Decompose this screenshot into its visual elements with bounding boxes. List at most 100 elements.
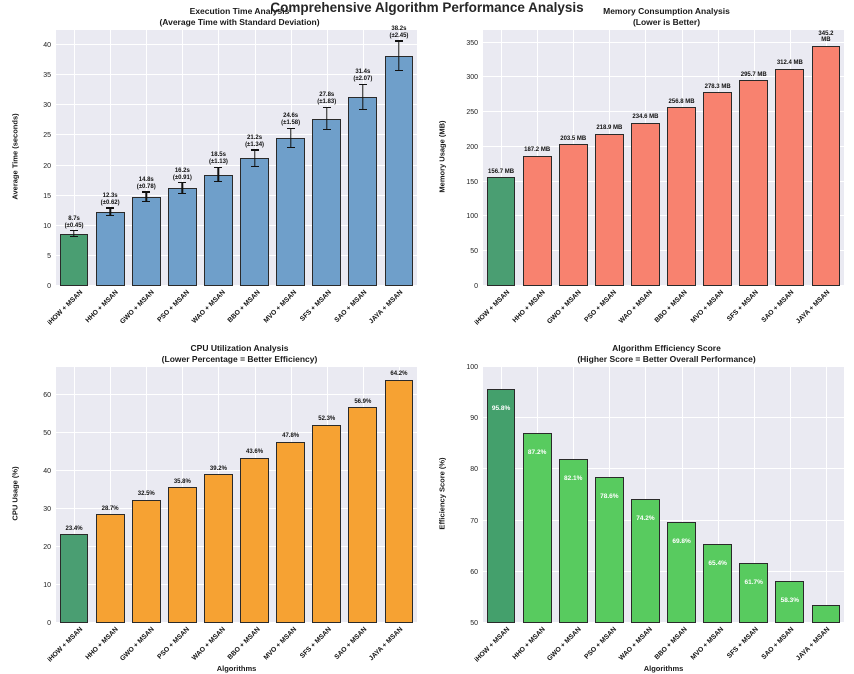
- x-axis-labels: iHOW + MSAN HHO + MSAN GWO + MSAN PSO + MSA…: [47, 623, 417, 667]
- y-tick-label: 50: [470, 620, 478, 627]
- x-tick-label: HHO + MSAN: [84, 626, 121, 662]
- x-tick-label: JAYA + MSAN: [794, 626, 832, 663]
- gridline-horizontal: [483, 180, 844, 182]
- x-tick-label: JAYA + MSAN: [367, 289, 405, 326]
- gridline-horizontal: [56, 164, 417, 166]
- bar: [522, 155, 552, 286]
- bar: 95.8%: [486, 388, 516, 623]
- y-tick-label: 40: [43, 468, 51, 476]
- plot-area: 23.4% 28.7% 32.5% 35.8% 39.2% 43.6% 47.8% 52.3%…: [56, 367, 417, 623]
- x-tick-label: MVO + MSAN: [689, 626, 725, 662]
- y-tick-label: 0: [47, 620, 51, 627]
- gridline-vertical: [182, 30, 184, 286]
- bar: [167, 188, 197, 286]
- y-tick-label: 20: [43, 162, 51, 170]
- chart-body: Memory Usage (MB) 0 50 100 150 200 250 300 350 …: [433, 30, 854, 290]
- x-tick-label: iHOW + MSAN: [47, 626, 85, 664]
- bar: [558, 144, 588, 286]
- cpu-utilization-chart: CPU Utilization Analysis (Lower Percenta…: [0, 337, 427, 674]
- bar: [631, 122, 660, 286]
- bar: [348, 407, 378, 623]
- bar: 78.6%: [594, 476, 624, 623]
- y-tick-label: 10: [43, 582, 51, 590]
- bar: [240, 457, 269, 623]
- gridline-vertical: [110, 367, 112, 623]
- x-tick-label: WAO + MSAN: [190, 626, 227, 663]
- x-tick-label: GWO + MSAN: [119, 626, 156, 663]
- x-tick-label: SFS + MSAN: [726, 289, 761, 323]
- error-bar-cap: [358, 83, 367, 85]
- bar: [811, 45, 841, 286]
- bar: 58.3%: [775, 580, 805, 623]
- error-bar-line: [289, 128, 292, 148]
- gridline-vertical: [825, 367, 827, 623]
- bar: [594, 133, 624, 286]
- y-tick-label: 50: [470, 248, 478, 256]
- gridline-horizontal: [483, 250, 844, 252]
- gridline-horizontal: [483, 519, 844, 521]
- x-tick-label: MVO + MSAN: [689, 289, 725, 325]
- error-bar-cap: [106, 214, 115, 217]
- y-tick-label: 20: [43, 544, 51, 552]
- x-tick-label: MVO + MSAN: [262, 289, 298, 325]
- x-tick-label: WAO + MSAN: [617, 626, 654, 663]
- bar: [811, 605, 841, 623]
- y-tick-label: 0: [47, 283, 51, 290]
- bar: [312, 424, 342, 623]
- gridline-vertical: [110, 30, 112, 286]
- error-bar-line: [398, 41, 400, 71]
- bar: [667, 107, 696, 286]
- y-axis: Average Time (seconds) 0 5 10 15 20 25 30 35 40: [6, 30, 56, 290]
- gridline-horizontal: [56, 584, 417, 586]
- bar: [384, 55, 414, 286]
- bar: [486, 177, 516, 286]
- error-bar-cap: [286, 146, 295, 148]
- y-tick-label: 25: [43, 132, 51, 140]
- bar: [204, 174, 233, 286]
- bar: [739, 80, 769, 286]
- gridline-vertical: [753, 367, 755, 623]
- error-bar-cap: [322, 106, 331, 109]
- bar: [703, 92, 733, 286]
- x-axis-labels: iHOW + MSAN HHO + MSAN GWO + MSAN PSO + MSA…: [474, 623, 844, 667]
- bar: 74.2%: [631, 499, 660, 623]
- x-tick-label: GWO + MSAN: [546, 289, 583, 326]
- gridline-horizontal: [56, 285, 417, 286]
- bar: [312, 118, 342, 286]
- bar: [276, 137, 306, 286]
- x-tick-label: HHO + MSAN: [511, 289, 548, 325]
- y-tick-label: 60: [470, 568, 478, 576]
- y-tick-label: 15: [43, 192, 51, 200]
- gridline-vertical: [501, 30, 503, 286]
- x-tick-label: BBO + MSAN: [226, 289, 263, 325]
- y-tick-label: 5: [47, 252, 51, 260]
- y-axis-label: Memory Usage (MB): [437, 120, 447, 193]
- error-bar-line: [253, 150, 256, 167]
- y-tick-label: 350: [466, 39, 478, 47]
- y-tick-label: 10: [43, 222, 51, 230]
- x-tick-label: iHOW + MSAN: [474, 289, 512, 327]
- x-tick-label: GWO + MSAN: [119, 289, 156, 326]
- chart-body: CPU Usage (%) 0 10 20 30 40 50 60 23.4% 28.7% 32…: [6, 367, 427, 627]
- chart-subtitle: (Higher Score = Better Overall Performan…: [577, 354, 756, 365]
- gridline-horizontal: [56, 104, 417, 106]
- gridline-horizontal: [56, 194, 417, 196]
- bar: [204, 474, 233, 623]
- y-tick-label: 50: [43, 430, 51, 438]
- chart-subtitle: (Lower Percentage = Better Efficiency): [161, 354, 318, 365]
- bar: [775, 68, 805, 286]
- y-tick-label: 100: [466, 213, 478, 221]
- bar: [240, 158, 269, 286]
- value-label: 74.2%: [636, 515, 655, 523]
- x-tick-label: iHOW + MSAN: [474, 626, 512, 664]
- gridline-horizontal: [483, 570, 844, 572]
- y-tick-label: 0: [474, 283, 478, 290]
- gridline-vertical: [218, 30, 220, 286]
- value-label: 65.4%: [708, 560, 727, 568]
- figure-suptitle: Comprehensive Algorithm Performance Anal…: [270, 0, 584, 15]
- gridline-horizontal: [483, 76, 844, 78]
- x-tick-label: PSO + MSAN: [156, 289, 192, 324]
- x-tick-label: MVO + MSAN: [262, 626, 298, 662]
- y-tick-label: 40: [43, 42, 51, 50]
